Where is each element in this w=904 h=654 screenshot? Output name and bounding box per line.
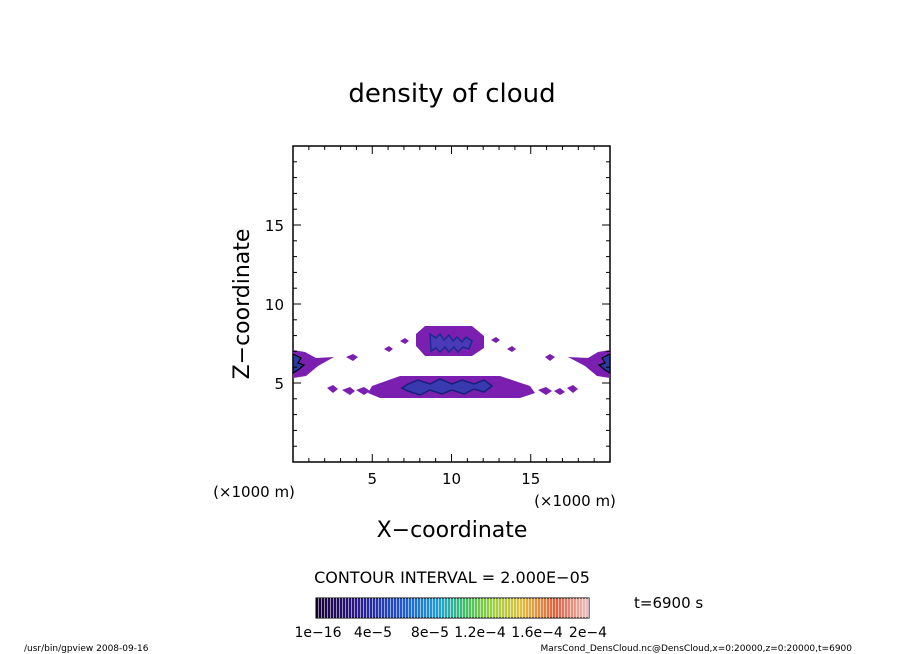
colorbar-labels: 1e−16 4e−5 8e−5 1.2e−4 1.6e−4 2e−4: [294, 625, 607, 641]
y-tick-label: 15: [265, 217, 284, 235]
cloud-upper-core: [429, 332, 473, 354]
cloud-lower-core: [400, 378, 494, 396]
x-tick-label: 5: [367, 470, 377, 488]
colorbar-tick-label: 1.2e−4: [454, 625, 506, 641]
axis-ticks: [293, 146, 610, 462]
x-axis-title: X−coordinate: [377, 518, 528, 543]
cloud-lower-fragments: [327, 385, 578, 395]
x-tick-labels: 5 10 15: [367, 470, 540, 488]
cloud-regions: [292, 326, 611, 398]
colorbar-tick-label: 8e−5: [411, 625, 449, 641]
chart-title: density of cloud: [348, 79, 555, 109]
colorbar-tick-label: 1e−16: [294, 625, 341, 641]
x-unit-label: (×1000 m): [213, 483, 295, 501]
x-tick-label: 15: [521, 470, 540, 488]
cloud-left-core: [292, 353, 306, 375]
colorbar-stripes: [316, 598, 589, 618]
contour-interval: CONTOUR INTERVAL = 2.000E−05: [314, 568, 590, 587]
footer-right: MarsCond_DensCloud.nc@DensCloud,x=0:2000…: [541, 644, 853, 654]
y-tick-labels: 5 10 15: [265, 217, 284, 393]
y-tick-label: 10: [265, 296, 284, 314]
colorbar-tick-label: 2e−4: [569, 625, 607, 641]
colorbar-tick-label: 4e−5: [354, 625, 392, 641]
cloud-left-edge: [293, 350, 334, 378]
time-label: t=6900 s: [634, 594, 703, 612]
cloud-right-edge: [568, 350, 610, 378]
cloud-middle-fragments: [346, 337, 555, 361]
cloud-right-core: [597, 353, 611, 375]
colorbar-tick-label: 1.6e−4: [511, 625, 563, 641]
x-tick-label: 10: [442, 470, 461, 488]
plot-frame: [292, 145, 611, 463]
y-axis-title: Z−coordinate: [230, 229, 255, 380]
y-unit-label: (×1000 m): [534, 492, 616, 510]
footer-left: /usr/bin/gpview 2008-09-16: [24, 644, 149, 654]
y-tick-label: 5: [274, 375, 284, 393]
